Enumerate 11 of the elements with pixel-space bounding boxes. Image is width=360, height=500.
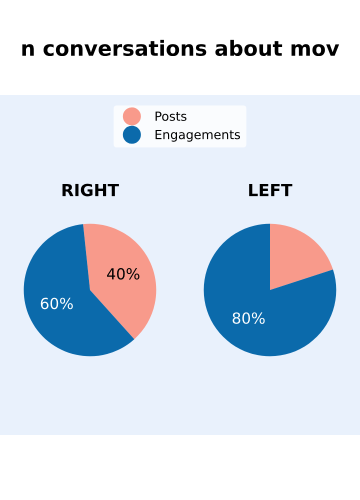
data-label: 40% <box>107 268 140 280</box>
data-label: 80% <box>232 312 265 324</box>
chart-title: n conversations about mov <box>22 40 340 56</box>
pie-slice <box>270 224 333 290</box>
legend-label: Posts <box>156 112 186 121</box>
pie-slice <box>204 224 336 356</box>
pie-slice <box>83 224 156 340</box>
chart-subtitle: LEFT <box>249 184 292 196</box>
legend-label: Engagements <box>156 130 240 142</box>
data-label: 60% <box>40 298 73 310</box>
text: RIGHT <box>62 184 119 196</box>
